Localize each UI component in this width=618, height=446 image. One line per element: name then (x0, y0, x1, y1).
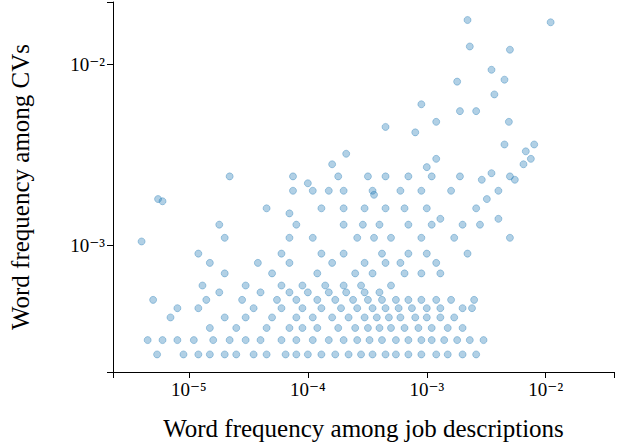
svg-text:Word frequency among CVs: Word frequency among CVs (7, 44, 34, 330)
svg-text:Word frequency among job descr: Word frequency among job descriptions (163, 415, 564, 442)
svg-text:10⁻⁵: 10⁻⁵ (171, 379, 207, 400)
svg-text:10⁻²: 10⁻² (70, 54, 105, 75)
svg-text:10⁻²: 10⁻² (528, 379, 563, 400)
svg-text:10⁻³: 10⁻³ (409, 379, 444, 400)
svg-text:10⁻³: 10⁻³ (70, 235, 105, 256)
svg-text:10⁻⁴: 10⁻⁴ (290, 379, 326, 400)
